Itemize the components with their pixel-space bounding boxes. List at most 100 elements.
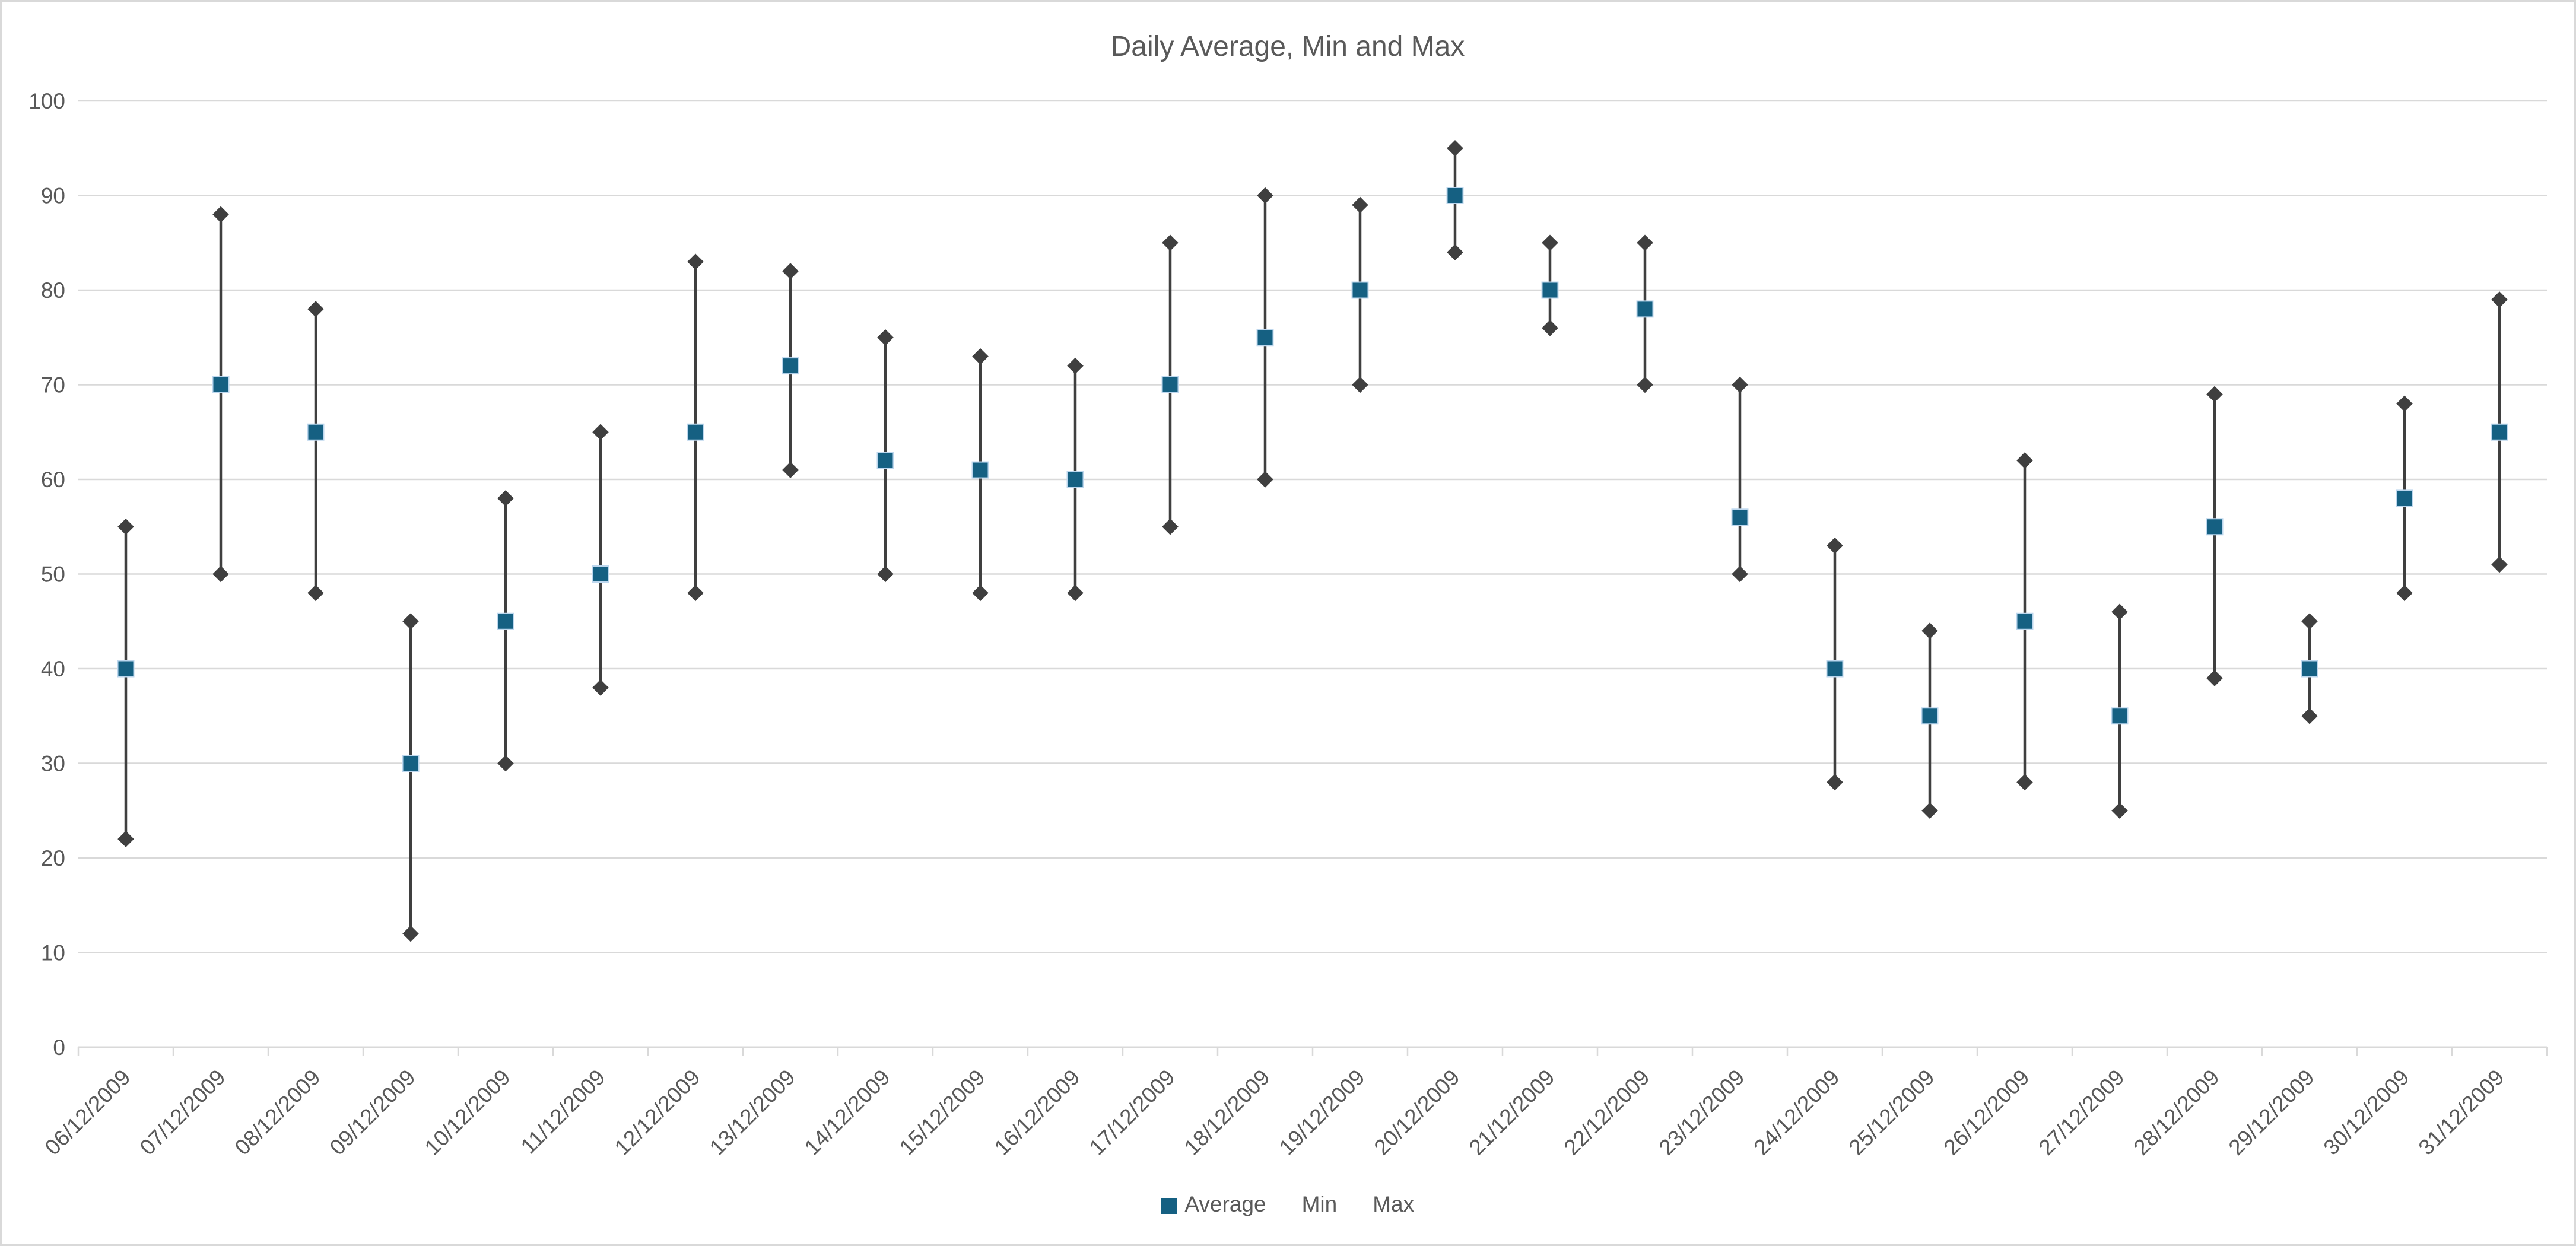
min-marker — [687, 584, 704, 602]
min-marker — [1542, 320, 1558, 336]
max-marker — [972, 348, 989, 365]
min-marker — [1352, 376, 1368, 393]
max-marker — [307, 301, 324, 317]
max-marker — [1732, 376, 1748, 393]
y-tick-label: 70 — [41, 373, 65, 398]
min-marker — [782, 462, 799, 478]
max-marker — [1637, 234, 1653, 252]
min-marker — [1827, 774, 1843, 791]
average-marker — [2206, 518, 2224, 536]
average-marker — [1826, 660, 1844, 678]
legend: Average Min Max — [1161, 1192, 1415, 1216]
min-marker — [2016, 774, 2033, 791]
y-tick-label: 90 — [41, 184, 65, 208]
average-marker — [212, 376, 230, 393]
min-marker — [1732, 565, 1748, 583]
average-marker — [971, 461, 989, 479]
average-marker — [687, 423, 704, 441]
min-marker — [402, 925, 419, 942]
max-marker — [1921, 622, 1938, 639]
average-marker — [402, 755, 420, 772]
min-marker — [2301, 707, 2318, 724]
max-marker — [1447, 139, 1463, 157]
average-marker — [876, 452, 894, 469]
series-group — [117, 139, 2508, 942]
gridlines — [78, 100, 2547, 1048]
min-marker — [1257, 471, 1273, 488]
average-marker — [117, 660, 135, 678]
legend-item-label: Min — [1302, 1192, 1338, 1216]
max-marker — [402, 613, 419, 630]
max-marker — [2396, 395, 2413, 412]
max-marker — [497, 490, 514, 507]
max-marker — [117, 518, 134, 535]
max-marker — [1352, 196, 1368, 214]
average-marker — [1066, 471, 1084, 488]
min-marker — [307, 584, 324, 602]
max-marker — [2111, 603, 2128, 621]
min-marker — [2396, 584, 2413, 602]
min-marker — [592, 679, 609, 696]
average-marker — [1446, 187, 1464, 204]
max-marker — [877, 329, 894, 346]
x-axis — [77, 1046, 2548, 1056]
min-marker — [972, 584, 989, 602]
min-marker — [1921, 802, 1938, 819]
min-marker — [877, 565, 894, 583]
average-marker — [592, 565, 609, 583]
average-marker — [1161, 376, 1179, 393]
average-marker — [1256, 329, 1274, 347]
max-marker — [1257, 187, 1273, 204]
y-tick-label: 80 — [41, 278, 65, 303]
min-marker — [1067, 584, 1084, 602]
y-tick-label: 10 — [41, 941, 65, 965]
max-marker — [1827, 537, 1843, 554]
legend-swatch-average — [1161, 1198, 1177, 1214]
max-marker — [2016, 452, 2033, 469]
y-axis-labels: 0 10 20 30 40 50 60 70 80 90 100 — [28, 89, 65, 1060]
legend-item-label: Average — [1184, 1192, 1266, 1216]
average-marker — [2491, 423, 2508, 441]
y-tick-label: 100 — [28, 89, 65, 113]
max-marker — [2206, 386, 2223, 403]
min-marker — [2111, 802, 2128, 819]
min-marker — [497, 755, 514, 772]
min-marker — [1162, 518, 1179, 535]
y-tick-label: 50 — [41, 562, 65, 587]
average-marker — [497, 612, 514, 630]
max-marker — [782, 263, 799, 279]
y-tick-label: 60 — [41, 468, 65, 492]
average-marker — [782, 357, 799, 375]
average-marker — [2016, 612, 2034, 630]
average-marker — [2111, 707, 2129, 725]
chart-title: Daily Average, Min and Max — [1111, 31, 1465, 62]
max-marker — [1067, 357, 1084, 374]
min-marker — [212, 565, 229, 583]
max-marker — [1162, 234, 1179, 252]
y-tick-label: 20 — [41, 846, 65, 870]
average-marker — [2301, 660, 2318, 678]
y-tick-label: 30 — [41, 752, 65, 776]
y-tick-label: 0 — [53, 1035, 65, 1060]
min-marker — [1447, 244, 1463, 260]
average-marker — [307, 423, 325, 441]
max-marker — [2301, 613, 2318, 630]
min-marker — [1637, 376, 1653, 393]
max-marker — [687, 253, 704, 270]
max-marker — [592, 424, 609, 441]
min-marker — [117, 831, 134, 847]
y-tick-label: 40 — [41, 657, 65, 681]
average-marker — [1541, 281, 1559, 299]
average-marker — [1351, 281, 1369, 299]
average-marker — [2396, 490, 2413, 507]
average-marker — [1731, 508, 1749, 526]
legend-item-label: Max — [1373, 1192, 1414, 1216]
max-marker — [1542, 234, 1558, 252]
min-marker — [2206, 670, 2223, 686]
average-marker — [1921, 707, 1939, 725]
average-marker — [1636, 300, 1654, 318]
max-marker — [212, 206, 229, 223]
